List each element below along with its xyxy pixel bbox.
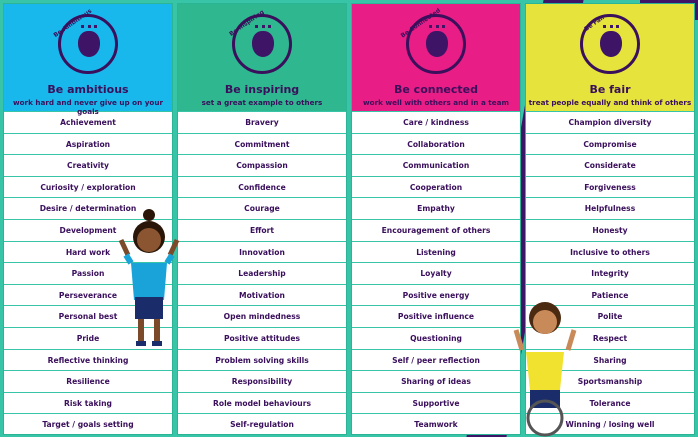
value-item: Bravery [178, 111, 346, 133]
value-item: Encouragement of others [352, 218, 520, 241]
value-item: Effort [178, 218, 346, 241]
premier-league-badge-icon: Be Fair [580, 14, 640, 74]
column-title: Be fair [589, 83, 631, 96]
value-item: Listening [352, 240, 520, 263]
value-item: Forgiveness [526, 175, 694, 198]
value-item: Questioning [352, 326, 520, 349]
value-item: Aspiration [4, 132, 172, 155]
value-item: Communication [352, 154, 520, 176]
value-item: Resilience [4, 370, 172, 392]
column-subtitle: set a great example to others [201, 98, 323, 107]
value-item: Self / peer reflection [352, 348, 520, 371]
column-header: Be Fair Be fair treat people equally and… [526, 4, 694, 111]
value-item: Commitment [178, 132, 346, 155]
value-item: Leadership [178, 262, 346, 284]
column-subtitle: work hard and never give up on your goal… [12, 98, 164, 116]
premier-league-badge-icon: Be Connected [400, 7, 466, 74]
column-header: Be Inspiring Be inspiring set a great ex… [178, 4, 346, 111]
column-title: Be inspiring [224, 83, 300, 96]
value-item: Inclusive to others [526, 240, 694, 263]
column-header: Be Connected Be connected work well with… [352, 4, 520, 111]
value-item: Helpfulness [526, 197, 694, 219]
value-item: Self-regulation [178, 413, 346, 435]
value-item: Positive energy [352, 283, 520, 306]
value-item: Loyalty [352, 262, 520, 284]
value-item: Polite [526, 305, 694, 327]
column-subtitle: treat people equally and think of others [528, 98, 692, 107]
value-item: Supportive [352, 391, 520, 414]
value-column-fair: Be Fair Be fair treat people equally and… [525, 3, 695, 435]
value-item: Compassion [178, 154, 346, 176]
value-item: Honesty [526, 218, 694, 241]
premier-league-badge-icon: Be Ambitious [52, 8, 118, 74]
value-item: Personal best [4, 305, 172, 327]
value-item: Winning / losing well [526, 413, 694, 435]
value-item: Achievement [4, 111, 172, 133]
premier-league-badge-icon: Be Inspiring [228, 9, 292, 74]
value-item: Desire / determination [4, 197, 172, 219]
value-item: Development [4, 218, 172, 241]
value-item: Respect [526, 326, 694, 349]
value-item: Cooperation [352, 175, 520, 198]
value-item: Compromise [526, 132, 694, 155]
value-item: Risk taking [4, 391, 172, 414]
value-item: Problem solving skills [178, 348, 346, 371]
value-item: Sportsmanship [526, 370, 694, 392]
value-item: Empathy [352, 197, 520, 219]
value-item: Curiosity / exploration [4, 175, 172, 198]
girl-illustration [118, 209, 180, 346]
value-item: Target / goals setting [4, 413, 172, 435]
value-item: Responsibility [178, 370, 346, 392]
value-item: Passion [4, 262, 172, 284]
value-item: Tolerance [526, 391, 694, 414]
value-item: Considerate [526, 154, 694, 176]
value-item: Open mindedness [178, 305, 346, 327]
value-item: Teamwork [352, 413, 520, 435]
value-item: Reflective thinking [4, 348, 172, 371]
value-item: Patience [526, 283, 694, 306]
boy-wheelchair-illustration [513, 302, 577, 437]
value-item: Motivation [178, 283, 346, 306]
value-item: Positive attitudes [178, 326, 346, 349]
value-item: Positive influence [352, 305, 520, 327]
value-item: Innovation [178, 240, 346, 263]
value-item: Care / kindness [352, 111, 520, 133]
value-item: Sharing of ideas [352, 370, 520, 392]
value-item: Sharing [526, 348, 694, 371]
value-item: Hard work [4, 240, 172, 263]
value-column-connected: Be Connected Be connected work well with… [351, 3, 521, 435]
value-item: Role model behaviours [178, 391, 346, 414]
column-subtitle: work well with others and in a team [363, 98, 509, 107]
value-item: Creativity [4, 154, 172, 176]
column-header: Be Ambitious Be ambitious work hard and … [4, 4, 172, 116]
value-item: Courage [178, 197, 346, 219]
value-item: Perseverance [4, 283, 172, 306]
value-item: Integrity [526, 262, 694, 284]
column-title: Be ambitious [47, 83, 129, 96]
value-item: Champion diversity [526, 111, 694, 133]
value-item: Collaboration [352, 132, 520, 155]
value-item: Pride [4, 326, 172, 349]
value-item: Confidence [178, 175, 346, 198]
value-column-inspiring: Be Inspiring Be inspiring set a great ex… [177, 3, 347, 435]
column-title: Be connected [394, 83, 478, 96]
